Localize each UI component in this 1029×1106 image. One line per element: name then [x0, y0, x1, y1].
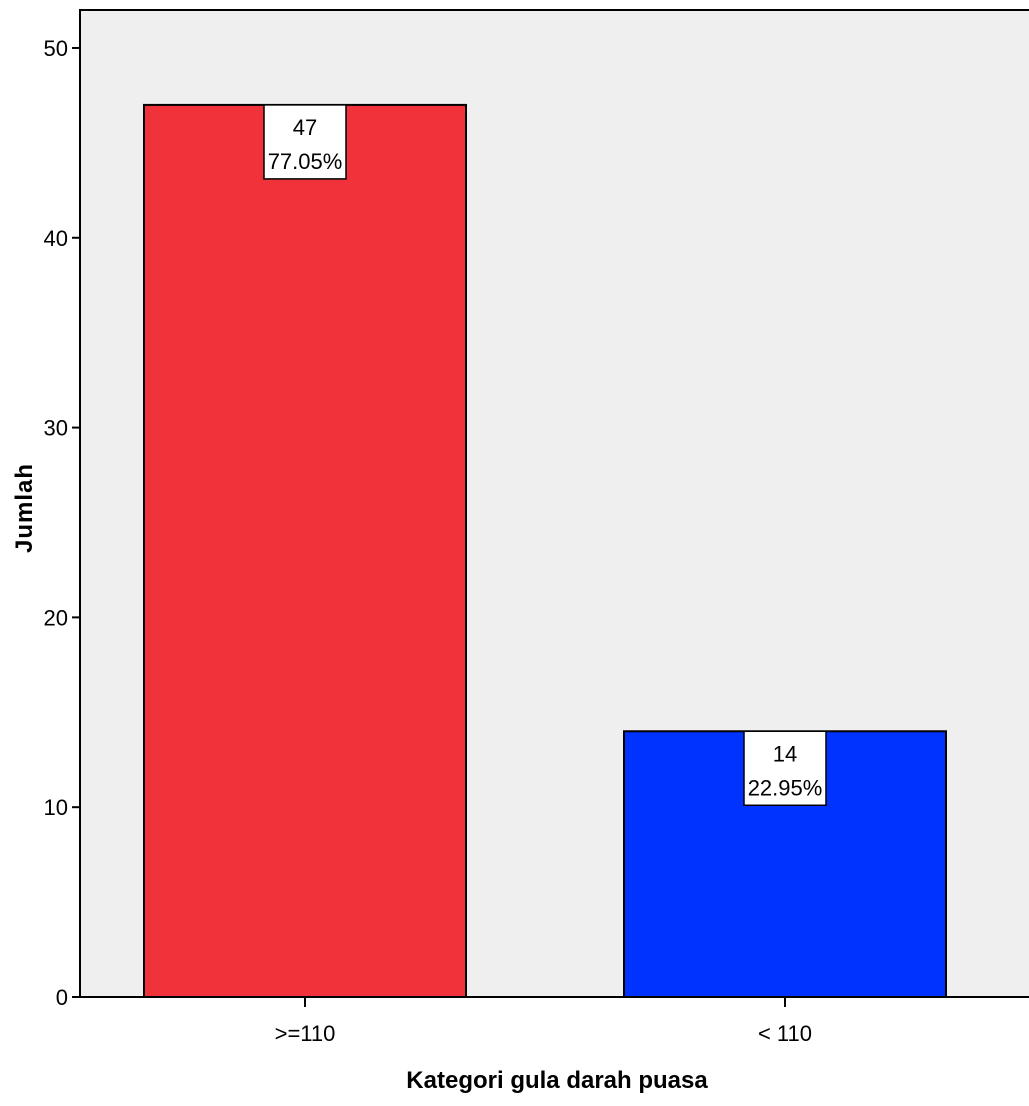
data-label-box — [263, 104, 347, 180]
data-label-percent: 77.05% — [268, 149, 343, 174]
x-tick-label: < 110 — [758, 1021, 812, 1046]
y-tick-label: 30 — [44, 416, 68, 441]
y-tick-label: 50 — [44, 36, 68, 61]
y-tick-label: 40 — [44, 226, 68, 251]
y-tick-label: 20 — [44, 605, 68, 630]
y-axis: 0 10 20 30 40 50 — [44, 36, 80, 1010]
data-label-percent: 22.95% — [748, 775, 823, 800]
data-label-box — [743, 730, 827, 807]
y-axis-title: Jumlah — [11, 463, 38, 553]
data-label-count: 14 — [773, 741, 797, 766]
x-axis-title: Kategori gula darah puasa — [406, 1067, 708, 1094]
y-tick-label: 10 — [44, 795, 68, 820]
bar — [143, 103, 467, 998]
y-tick-label: 0 — [56, 985, 68, 1010]
data-labels: 47 77.05% 14 22.95% — [263, 104, 827, 807]
x-axis: >=110 < 110 — [275, 997, 812, 1046]
x-tick-label: >=110 — [275, 1021, 336, 1046]
data-label-count: 47 — [293, 115, 317, 140]
